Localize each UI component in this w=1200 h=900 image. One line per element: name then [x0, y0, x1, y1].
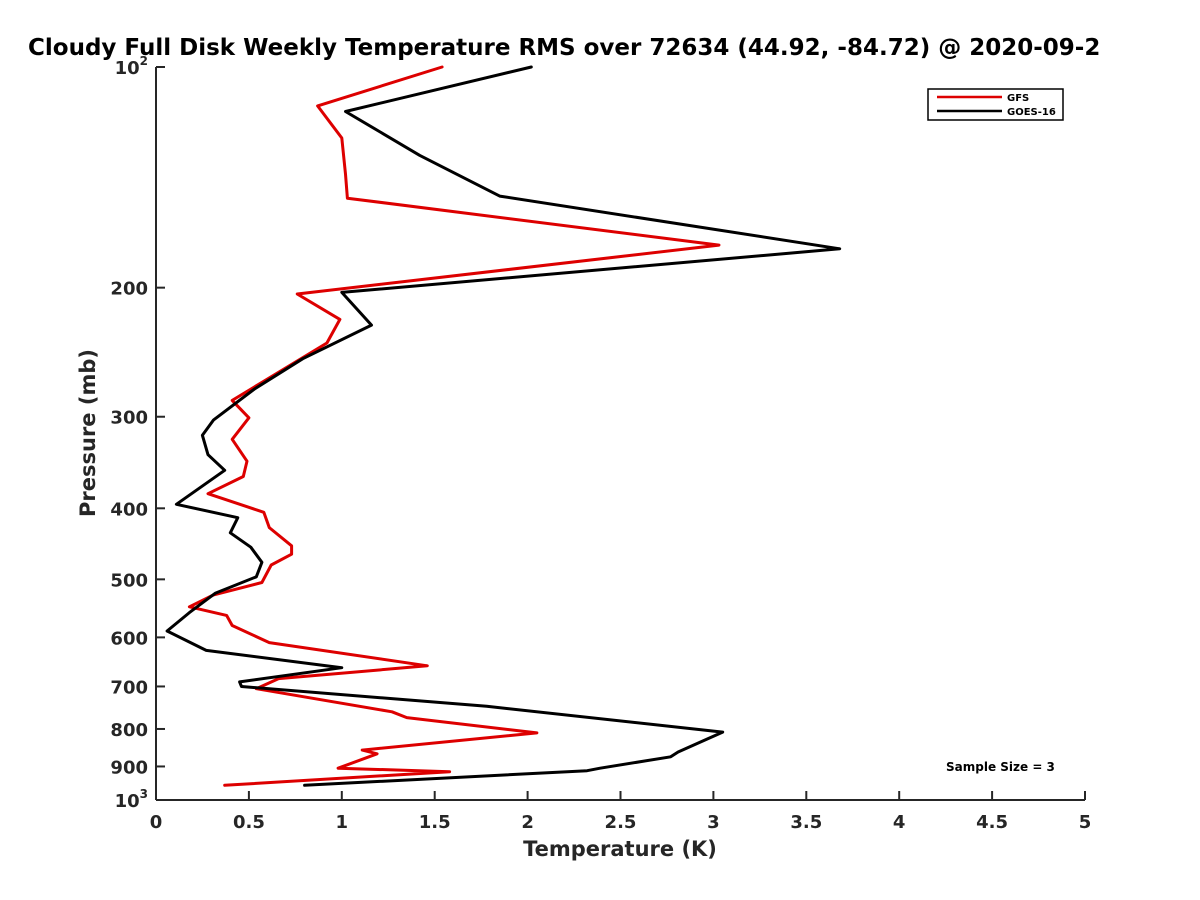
series-layer [165, 65, 842, 787]
y-tick-label: 600 [110, 628, 148, 649]
x-tick-label: 4 [893, 812, 906, 833]
y-tick-label: 800 [110, 720, 148, 741]
y-tick-label-base: 200 [110, 279, 148, 300]
series-line-goes-16 [165, 65, 842, 787]
legend: GFS GOES-16 [927, 88, 1064, 121]
x-tick-label: 1 [336, 812, 349, 833]
x-tick-label: 2.5 [605, 812, 637, 833]
x-tick-label: 2 [521, 812, 534, 833]
y-tick-label-base: 400 [110, 499, 148, 520]
x-tick-label: 4.5 [976, 812, 1008, 833]
x-tick-label: 0 [150, 812, 163, 833]
y-tick-label-base: 300 [110, 408, 148, 429]
y-tick-label: 700 [110, 677, 148, 698]
legend-label-gfs: GFS [1007, 93, 1029, 104]
y-tick-label: 103 [115, 787, 148, 812]
x-tick-label: 3.5 [790, 812, 822, 833]
x-axis-label: Temperature (K) [523, 837, 717, 861]
y-tick-label-base: 900 [110, 757, 148, 778]
y-tick-label-exponent: 2 [140, 54, 148, 68]
y-tick-label-base: 10 [115, 791, 140, 812]
y-tick-label-base: 700 [110, 677, 148, 698]
sample-size-annotation: Sample Size = 3 [946, 760, 1055, 774]
y-tick-label-base: 500 [110, 570, 148, 591]
y-tick-label: 400 [110, 499, 148, 520]
x-tick-label: 0.5 [233, 812, 265, 833]
y-axis-label: Pressure (mb) [76, 349, 100, 517]
y-tick-label-base: 10 [115, 58, 140, 79]
y-tick-label: 300 [110, 408, 148, 429]
legend-box [927, 88, 1064, 121]
x-tick-label: 3 [707, 812, 720, 833]
series-line-gfs [187, 65, 721, 787]
legend-label-goes16: GOES-16 [1007, 107, 1056, 118]
axes-layer: 0 0.5 1 1.5 2 2.5 3 3.5 4 4.5 51022003004005006007… [110, 54, 1091, 833]
y-tick-label-exponent: 3 [140, 787, 148, 801]
x-tick-label: 5 [1079, 812, 1092, 833]
y-tick-label: 200 [110, 279, 148, 300]
chart-title: Cloudy Full Disk Weekly Temperature RMS … [28, 35, 1100, 61]
y-tick-label: 102 [115, 54, 148, 79]
y-tick-label-base: 600 [110, 628, 148, 649]
y-tick-label: 500 [110, 570, 148, 591]
y-tick-label-base: 800 [110, 720, 148, 741]
x-tick-label: 1.5 [419, 812, 451, 833]
y-tick-label: 900 [110, 757, 148, 778]
